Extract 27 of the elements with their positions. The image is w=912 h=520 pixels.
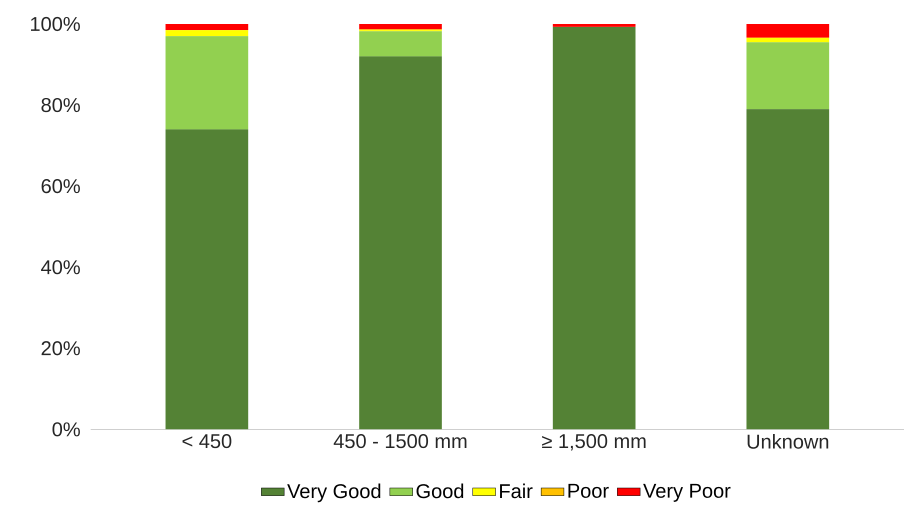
bar <box>166 30 248 36</box>
y-tick-label: 40% <box>41 260 80 274</box>
legend-label: Good <box>416 484 464 498</box>
bar <box>746 24 830 38</box>
x-tick-label: 450 - 1500 mm <box>334 434 466 448</box>
legend-label: Very Good <box>287 484 380 502</box>
x-tick-label: Unknown <box>748 434 828 449</box>
x-tick-label: ≥ 1,500 mm <box>542 434 646 451</box>
bar <box>746 109 830 430</box>
bar <box>166 129 248 430</box>
y-tick-label: 60% <box>42 179 80 194</box>
bar <box>552 24 636 27</box>
bar <box>552 26 636 430</box>
y-tick-label: 100% <box>31 16 80 32</box>
y-tick-label: 80% <box>41 98 80 112</box>
bar <box>166 24 248 30</box>
bar <box>359 56 442 430</box>
bar <box>166 36 248 130</box>
bar <box>359 31 442 56</box>
bar <box>359 24 442 30</box>
x-tick-label: < 450 <box>182 434 232 448</box>
legend-label: Very Poor <box>643 484 731 502</box>
legend-label: Fair <box>500 484 533 498</box>
bar <box>746 42 830 110</box>
y-tick-label: 20% <box>42 341 80 356</box>
legend-label: Poor <box>568 484 609 498</box>
y-tick-label: 0% <box>52 422 80 436</box>
